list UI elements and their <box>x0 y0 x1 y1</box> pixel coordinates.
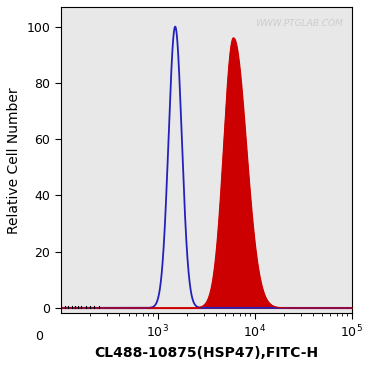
Text: 0: 0 <box>35 330 43 344</box>
Y-axis label: Relative Cell Number: Relative Cell Number <box>7 87 21 233</box>
Text: WWW.PTGLAB.COM: WWW.PTGLAB.COM <box>255 19 343 28</box>
X-axis label: CL488-10875(HSP47),FITC-H: CL488-10875(HSP47),FITC-H <box>94 346 318 360</box>
